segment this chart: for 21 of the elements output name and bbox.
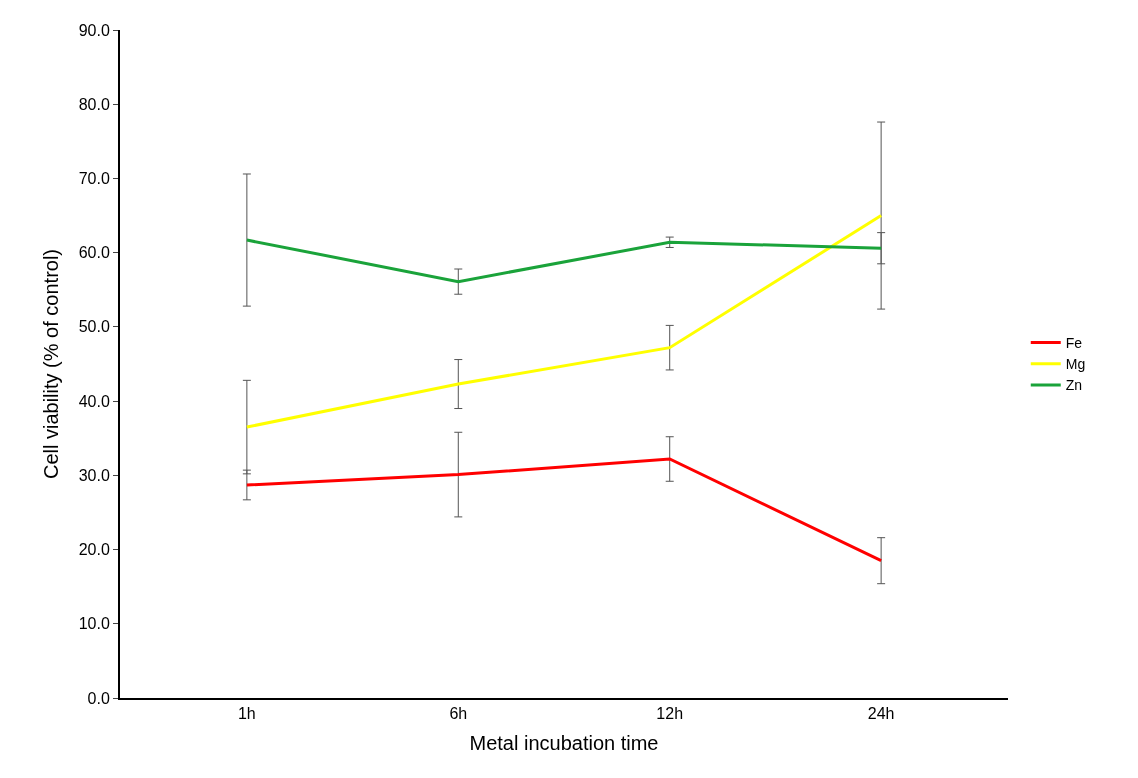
y-tick-label: 10.0 [78,615,110,633]
y-tick-label: 30.0 [78,466,110,484]
y-tick-label: 70.0 [78,170,110,188]
x-tick-label: 24h [867,705,895,723]
y-tick-label: 0.0 [87,689,110,707]
y-tick-label: 80.0 [78,95,110,113]
x-axis-title: Metal incubation time [469,732,659,755]
x-tick-label: 6h [449,705,468,723]
y-tick-label: 90.0 [78,21,110,39]
y-tick-label: 40.0 [78,392,110,410]
legend-label: Fe [1065,335,1083,352]
y-tick-label: 60.0 [78,244,110,262]
legend-label: Mg [1065,356,1086,373]
y-tick-label: 50.0 [78,318,110,336]
line-series [245,214,883,429]
y-tick-label: 20.0 [78,541,110,559]
x-tick-label: 1h [237,705,256,723]
legend-label: Zn [1065,377,1083,394]
line-series [245,457,883,563]
x-tick-label: 12h [656,705,684,723]
y-axis-title: Cell viability (% of control) [39,248,62,480]
